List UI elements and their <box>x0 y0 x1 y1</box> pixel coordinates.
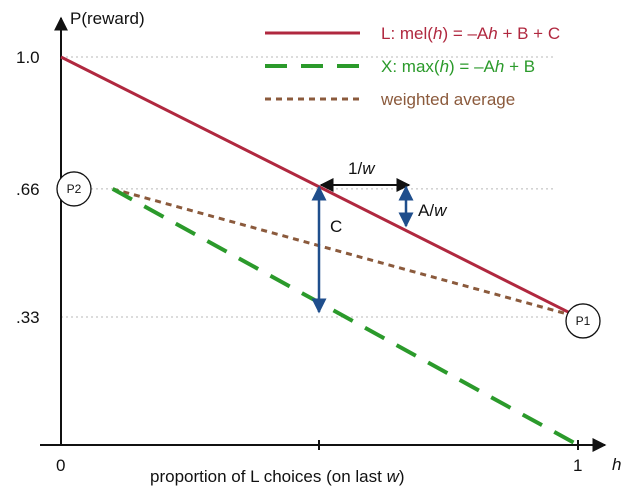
width-label: 1/w <box>348 159 376 178</box>
y-axis-label: P(reward) <box>70 9 145 28</box>
y-tick-labels: 1.0 .66 .33 <box>16 48 40 327</box>
x-tick-label: 0 <box>56 456 65 475</box>
node-label: P1 <box>576 314 591 328</box>
legend-label-avg: weighted average <box>380 90 515 109</box>
node-label: P2 <box>67 182 82 196</box>
x-axis-label: proportion of L choices (on last w) <box>150 467 405 486</box>
x-variable-label: h <box>612 455 621 474</box>
node-circle <box>565 303 601 339</box>
gridlines <box>61 56 555 318</box>
y-tick-label: .33 <box>16 308 40 327</box>
drop-label: A/w <box>418 201 448 220</box>
x-tick-label: 1 <box>573 456 582 475</box>
x-max-line <box>111 187 579 447</box>
weighted-average-line <box>112 187 579 319</box>
gap-label: C <box>330 217 342 236</box>
legend-label-L: L: mel(h) = –Ah + B + C <box>381 24 560 43</box>
legend: L: mel(h) = –Ah + B + C X: max(h) = –Ah +… <box>265 24 560 109</box>
legend-label-X: X: max(h) = –Ah + B <box>381 57 535 76</box>
nodes: P2 P1 <box>56 171 601 339</box>
node-circle <box>56 171 92 207</box>
y-tick-label: 1.0 <box>16 48 40 67</box>
y-tick-label: .66 <box>16 180 40 199</box>
